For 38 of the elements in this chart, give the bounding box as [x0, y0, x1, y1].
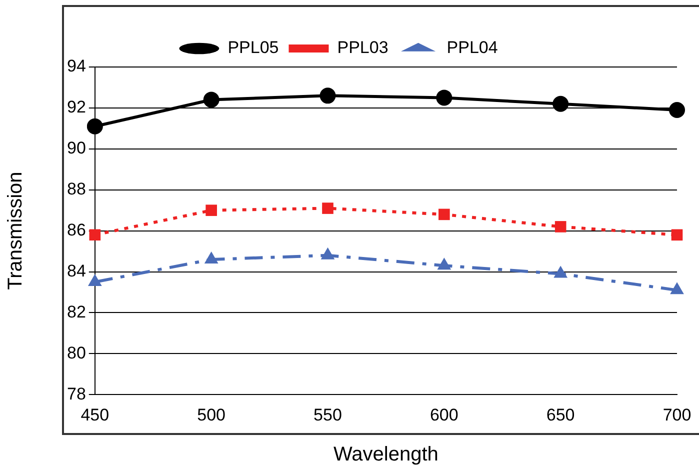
point	[206, 204, 217, 216]
x-axis-title: Wavelength	[334, 444, 438, 466]
y-tick-label: 80	[66, 343, 86, 362]
y-tick-label: 92	[66, 98, 86, 117]
y-tick-label: 94	[66, 56, 86, 76]
point	[554, 266, 568, 278]
y-tick-label: 86	[66, 220, 86, 240]
point	[669, 102, 685, 118]
point	[438, 208, 450, 220]
point	[320, 247, 335, 260]
point	[552, 96, 569, 112]
x-tick-label: 450	[80, 405, 110, 424]
y-tick-label: 88	[66, 180, 86, 199]
point	[88, 274, 102, 286]
legend-label: PPL03	[337, 38, 388, 58]
point	[554, 221, 566, 232]
x-tick-label: 600	[430, 405, 458, 424]
point	[322, 202, 334, 214]
legend-label: PPL04	[446, 38, 498, 58]
y-tick-label: 90	[66, 138, 86, 158]
point	[670, 282, 684, 294]
y-axis-title: Transmission	[4, 172, 27, 290]
point	[437, 258, 452, 270]
y-tick-label: 78	[66, 384, 86, 404]
point	[89, 229, 101, 241]
point	[671, 229, 683, 241]
x-tick-label: 650	[546, 405, 575, 424]
x-tick-label: 700	[662, 405, 692, 424]
y-tick-label: 82	[66, 302, 86, 322]
point	[320, 88, 336, 104]
y-tick-label: 84	[66, 261, 86, 280]
x-tick-label: 500	[197, 405, 226, 424]
point	[204, 251, 218, 264]
point	[203, 92, 220, 108]
point	[86, 118, 103, 134]
legend-label: PPL05	[228, 38, 279, 58]
point	[436, 90, 452, 106]
x-tick-label: 550	[314, 405, 342, 424]
